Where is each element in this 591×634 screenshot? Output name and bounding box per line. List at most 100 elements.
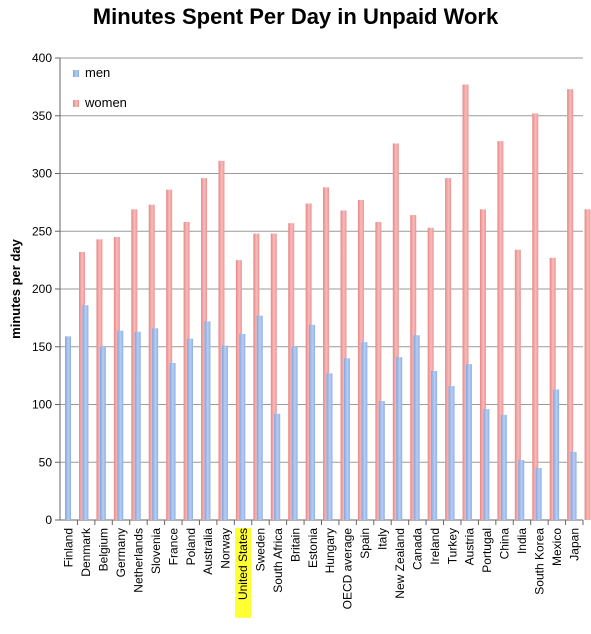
x-category-label: Japan (567, 528, 581, 561)
x-category-group: China (498, 528, 512, 560)
category-highlight (235, 528, 252, 618)
bar-women (131, 209, 138, 520)
bar-women (392, 143, 399, 520)
bar-women (479, 209, 486, 520)
x-category-label: South Africa (271, 528, 285, 593)
x-category-group: Sweden (253, 528, 267, 571)
bar-men (378, 401, 385, 520)
bar-women (340, 210, 347, 520)
x-category-label: Italy (376, 528, 390, 550)
x-category-label: Finland (62, 528, 76, 567)
bar-men (274, 413, 281, 520)
bar-women (497, 141, 504, 520)
x-category-group: Britain (288, 528, 302, 562)
x-category-label: Austria (463, 528, 477, 566)
x-category-label: Ireland (428, 528, 442, 565)
x-category-label: Canada (410, 528, 424, 570)
legend-swatch-women (73, 100, 79, 107)
x-category-label: Denmark (79, 527, 93, 577)
bar-men (448, 386, 455, 520)
x-category-group: Ireland (428, 528, 442, 565)
chart-title: Minutes Spent Per Day in Unpaid Work (92, 4, 499, 29)
bar-men (413, 335, 420, 520)
x-category-group: Poland (184, 528, 198, 565)
x-category-label: Poland (184, 528, 198, 565)
x-category-label: United States (236, 528, 250, 600)
bar-men (518, 459, 525, 520)
bar-men (309, 324, 316, 520)
bar-women (323, 187, 330, 521)
bar-women (270, 233, 277, 520)
bar-men (82, 305, 89, 520)
bar-women (532, 113, 539, 520)
bar-men (396, 357, 403, 520)
bar-men (431, 371, 438, 520)
x-category-label: India (515, 528, 529, 554)
x-category-label: Slovenia (149, 528, 163, 574)
bar-women (166, 189, 173, 521)
x-category-group: South Korea (532, 528, 546, 595)
bar-men (291, 346, 298, 520)
y-tick-label: 300 (32, 167, 52, 181)
bar-women (253, 233, 260, 520)
x-category-label: Germany (114, 528, 128, 577)
bar-women (218, 160, 225, 521)
bar-men (65, 336, 71, 520)
x-category-group: Norway (219, 528, 233, 569)
bar-men (500, 414, 507, 520)
x-category-group: OECD average (341, 528, 355, 610)
x-category-group: Australia (201, 528, 215, 575)
x-category-label: Mexico (550, 528, 564, 566)
x-category-group: Denmark (79, 527, 93, 577)
bar-women (201, 178, 208, 520)
x-category-group: India (515, 528, 529, 554)
bar-men (465, 364, 472, 520)
bar-men (343, 358, 350, 520)
y-tick-label: 150 (32, 340, 52, 354)
x-category-label: Portugal (480, 528, 494, 573)
legend-label-men: men (85, 65, 110, 80)
y-tick-label: 200 (32, 282, 52, 296)
x-category-group: Estonia (306, 528, 320, 568)
x-category-label: Norway (219, 528, 233, 569)
x-category-group: United States (235, 528, 252, 618)
bar-men (221, 345, 228, 520)
bar-women (305, 203, 312, 520)
x-category-group: New Zealand (393, 528, 407, 599)
bar-men (570, 451, 577, 520)
y-tick-label: 400 (32, 51, 52, 65)
bar-women (148, 204, 155, 520)
x-category-group: Hungary (323, 528, 337, 573)
bar-men (152, 328, 159, 520)
x-category-label: Belgium (97, 528, 111, 571)
x-category-group: Canada (410, 528, 424, 570)
bar-men (187, 338, 194, 520)
y-tick-label: 350 (32, 109, 52, 123)
x-category-label: South Korea (532, 528, 546, 595)
y-tick-label: 100 (32, 398, 52, 412)
bar-women (549, 257, 556, 520)
x-category-label: Spain (358, 528, 372, 559)
x-category-label: France (166, 528, 180, 566)
x-category-label: Australia (201, 528, 215, 575)
x-category-group: Belgium (97, 528, 111, 571)
x-category-label: Netherlands (131, 528, 145, 593)
bar-women (462, 84, 469, 520)
bar-women (410, 215, 417, 520)
x-category-group: Slovenia (149, 528, 163, 574)
x-category-group: Germany (114, 528, 128, 577)
y-tick-label: 250 (32, 224, 52, 238)
bar-women (427, 227, 434, 520)
bar-women (113, 237, 120, 520)
bar-men (117, 330, 124, 520)
bar-men (239, 334, 246, 520)
bar-men (99, 346, 106, 520)
bar-women (235, 260, 242, 520)
x-category-group: Mexico (550, 528, 564, 566)
x-category-label: China (498, 528, 512, 560)
bar-women (445, 178, 452, 520)
bar-women (567, 89, 574, 520)
legend-swatch-men (73, 70, 79, 77)
